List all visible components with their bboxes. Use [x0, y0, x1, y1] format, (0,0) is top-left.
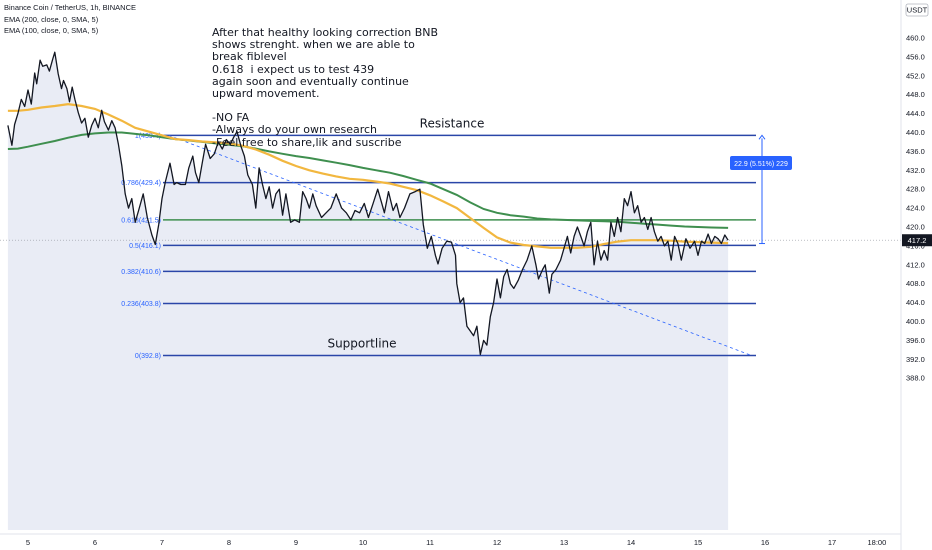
y-tick-label: 428.0: [906, 185, 925, 194]
y-tick-label: 392.0: [906, 355, 925, 364]
price-line[interactable]: [7, 51, 729, 356]
resistance-label: Resistance: [420, 116, 485, 130]
ema200-line[interactable]: [7, 131, 729, 229]
y-tick-label: 404.0: [906, 298, 925, 307]
fib-level-label: 0.382(410.6): [121, 269, 161, 276]
note-line: upward movement.: [212, 87, 320, 101]
trend-line[interactable]: [168, 134, 752, 356]
x-tick-label: 18:00: [867, 538, 886, 547]
overlay-layer: 22.9 (5.51%) 229 Resistance Supportline: [327, 116, 792, 351]
price-area: [7, 52, 729, 530]
y-tick-label: 456.0: [906, 52, 925, 61]
currency-badge-text: USDT: [907, 6, 928, 15]
x-tick-label: 8: [227, 538, 231, 547]
x-tick-label: 10: [359, 538, 367, 547]
measure-badge-text: 22.9 (5.51%) 229: [734, 161, 788, 168]
y-tick-label: 412.0: [906, 260, 925, 269]
y-tick-label: 396.0: [906, 336, 925, 345]
y-tick-label: 420.0: [906, 223, 925, 232]
measure-arrowhead: [758, 134, 766, 140]
symbol-title: Binance Coin / TetherUS, 1h, BINANCE: [4, 3, 137, 12]
fib-level-label: 0.236(403.8): [121, 301, 161, 308]
series-layer: [7, 51, 729, 356]
y-tick-label: 408.0: [906, 279, 925, 288]
fib-levels-layer: 1(439.4) 0.786(429.4) 0.618(421.5) 0.5(416.…: [0, 133, 901, 360]
x-tick-label: 13: [560, 538, 568, 547]
y-tick-label: 400.0: [906, 317, 925, 326]
y-tick-label: 440.0: [906, 128, 925, 137]
note-line: again soon and eventually continue: [212, 74, 409, 88]
fib-level-label: 1(439.4): [135, 133, 161, 140]
note-line: break fiblevel: [212, 50, 287, 64]
note-line: -Always do your own research: [212, 123, 378, 137]
last-price-badge: [902, 234, 932, 247]
y-tick-label: 432.0: [906, 166, 925, 175]
indicator-ema100-label[interactable]: EMA (100, close, 0, SMA, 5): [4, 26, 99, 35]
indicator-ema200-label[interactable]: EMA (200, close, 0, SMA, 5): [4, 15, 99, 24]
area-fill-layer: [7, 52, 729, 530]
fib-level-label: 0.786(429.4): [121, 180, 161, 187]
ema100-line[interactable]: [7, 102, 729, 249]
y-tick-label: 388.0: [906, 374, 925, 383]
idea-note: After that healthy looking correction BN…: [212, 26, 439, 149]
currency-badge[interactable]: [905, 3, 929, 17]
last-price-badge-text: 417.2: [908, 236, 927, 245]
note-line: shows strenght. when we are able to: [212, 38, 415, 52]
x-tick-label: 16: [761, 538, 769, 547]
y-tick-label: 452.0: [906, 71, 925, 80]
fib-level-label: 0(392.8): [135, 353, 161, 360]
supportline-label: Supportline: [327, 337, 396, 351]
note-line: After that healthy looking correction BN…: [212, 26, 439, 39]
note-line: -Feel free to share,lik and suscribe: [212, 135, 402, 149]
x-tick-label: 7: [160, 538, 164, 547]
x-tick-label: 9: [294, 538, 298, 547]
x-tick-label: 11: [426, 538, 434, 547]
note-line: -NO FA: [212, 111, 250, 125]
measure-badge[interactable]: [730, 156, 792, 170]
y-tick-label: 436.0: [906, 147, 925, 156]
y-tick-label: 448.0: [906, 90, 925, 99]
fib-level-label: 0.618(421.5): [121, 217, 161, 224]
y-tick-label: 444.0: [906, 109, 925, 118]
y-tick-label: 460.0: [906, 34, 925, 43]
fib-level-label: 0.5(416.1): [129, 243, 161, 250]
note-line: 0.618 i expect us to test 439: [212, 62, 375, 76]
x-tick-label: 12: [493, 538, 501, 547]
y-tick-label: 424.0: [906, 204, 925, 213]
x-tick-label: 15: [694, 538, 702, 547]
x-tick-label: 5: [26, 538, 30, 547]
x-tick-label: 14: [627, 538, 635, 547]
x-tick-label: 17: [828, 538, 836, 547]
x-tick-label: 6: [93, 538, 97, 547]
